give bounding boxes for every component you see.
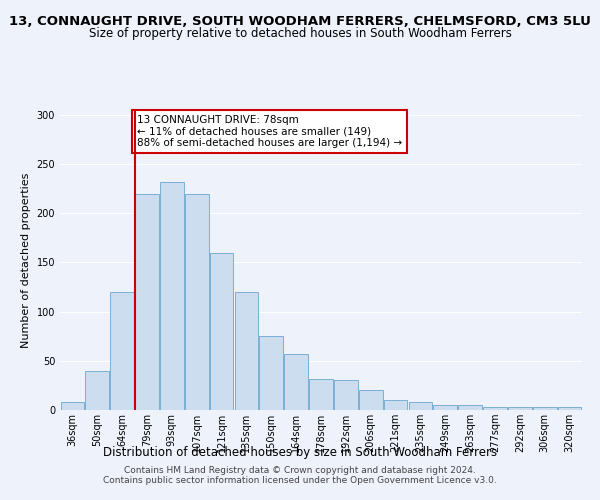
Text: 13 CONNAUGHT DRIVE: 78sqm
← 11% of detached houses are smaller (149)
88% of semi: 13 CONNAUGHT DRIVE: 78sqm ← 11% of detac…: [137, 115, 402, 148]
Bar: [185, 194, 209, 410]
Bar: [334, 380, 358, 410]
Text: Distribution of detached houses by size in South Woodham Ferrers: Distribution of detached houses by size …: [103, 446, 497, 459]
Y-axis label: Number of detached properties: Number of detached properties: [21, 172, 31, 348]
Bar: [210, 252, 233, 410]
Bar: [85, 370, 109, 410]
Bar: [160, 182, 184, 410]
Bar: [309, 378, 333, 410]
Bar: [110, 292, 134, 410]
Bar: [409, 402, 432, 410]
Text: 13, CONNAUGHT DRIVE, SOUTH WOODHAM FERRERS, CHELMSFORD, CM3 5LU: 13, CONNAUGHT DRIVE, SOUTH WOODHAM FERRE…: [9, 15, 591, 28]
Text: Size of property relative to detached houses in South Woodham Ferrers: Size of property relative to detached ho…: [89, 28, 511, 40]
Bar: [433, 405, 457, 410]
Bar: [259, 336, 283, 410]
Bar: [558, 407, 581, 410]
Bar: [384, 400, 407, 410]
Bar: [284, 354, 308, 410]
Bar: [135, 194, 159, 410]
Bar: [458, 405, 482, 410]
Bar: [61, 402, 84, 410]
Bar: [533, 407, 557, 410]
Bar: [359, 390, 383, 410]
Text: Contains HM Land Registry data © Crown copyright and database right 2024.
Contai: Contains HM Land Registry data © Crown c…: [103, 466, 497, 485]
Bar: [235, 292, 258, 410]
Bar: [483, 407, 507, 410]
Bar: [508, 407, 532, 410]
